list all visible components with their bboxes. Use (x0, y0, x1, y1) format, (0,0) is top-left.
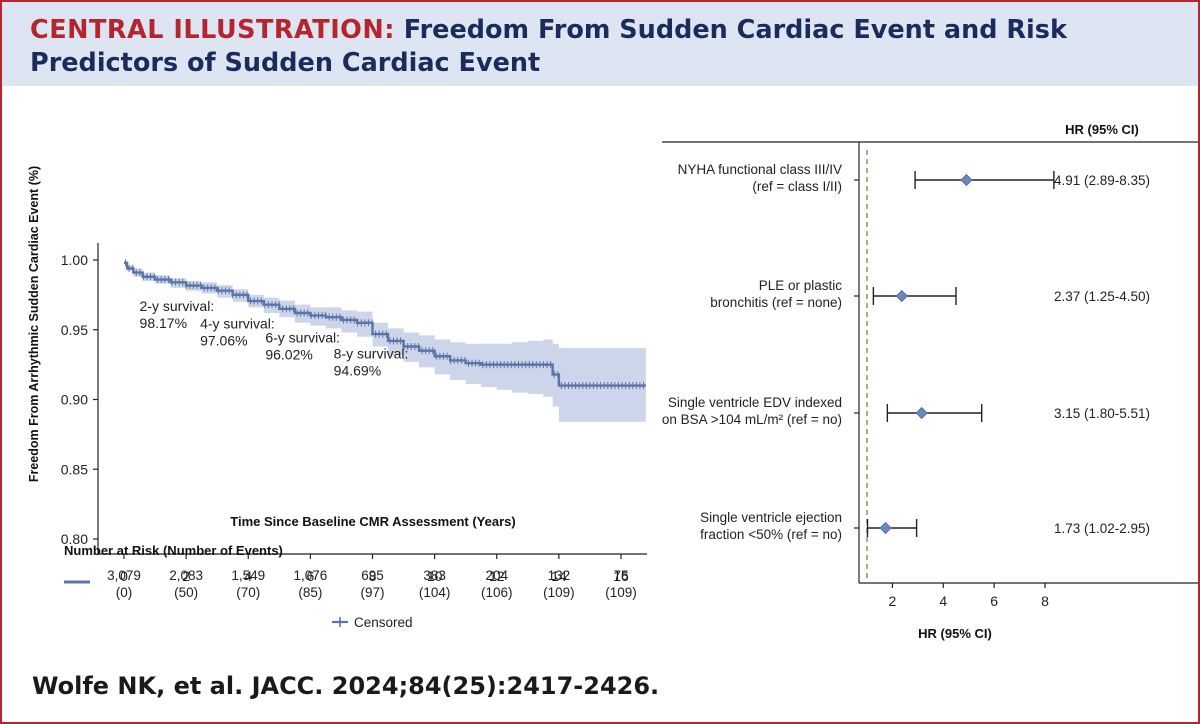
km-survival-line (124, 261, 646, 387)
km-x-tick-label: 2 (182, 568, 190, 584)
title-prefix: CENTRAL ILLUSTRATION: (30, 15, 395, 45)
km-y-tick-label: 0.80 (61, 531, 88, 547)
km-x-tick-label: 8 (369, 568, 377, 584)
km-survival-annotation: 6-y survival: (265, 329, 340, 345)
risk-events-value: (104) (419, 585, 451, 600)
km-x-tick-label: 14 (551, 568, 567, 584)
km-y-tick-label: 0.95 (61, 322, 88, 338)
km-y-axis-label: Freedom From Arrhythmic Sudden Cardiac E… (27, 166, 41, 482)
km-x-tick-label: 4 (244, 568, 252, 584)
figure-panel: 0.80 0.85 0.90 0.95 1.00 0 2 4 6 8 10 12 14 16 Time Si… (2, 86, 1198, 655)
km-x-tick-label: 16 (613, 568, 629, 584)
forest-row-label: Single ventricle ejection (700, 510, 842, 525)
title-text: Freedom From Sudden Cardiac Event and Ri… (30, 15, 1067, 78)
forest-x-axis-label: HR (95% CI) (918, 626, 992, 641)
forest-row-label-ref: on BSA >104 mL/m² (ref = no) (662, 412, 842, 427)
forest-column-header: HR (95% CI) (1065, 122, 1139, 137)
km-censor-marks (125, 259, 645, 390)
risk-at-risk-value: 1,076 (293, 568, 327, 583)
forest-hr-marker (915, 406, 928, 420)
risk-at-risk-value: 204 (485, 568, 508, 583)
forest-hr-marker (960, 173, 973, 187)
censored-legend-label: Censored (354, 615, 413, 630)
forest-hr-marker (895, 289, 908, 303)
forest-row-label-ref: bronchitis (ref = none) (710, 295, 842, 310)
risk-events-value: (109) (543, 585, 575, 600)
forest-hr-value: 2.37 (1.25-4.50) (1054, 289, 1150, 304)
risk-at-risk-value: 75 (613, 568, 628, 583)
km-y-tick-label: 0.90 (61, 392, 88, 408)
risk-at-risk-value: 132 (548, 568, 571, 583)
forest-row-label: PLE or plastic (759, 278, 843, 293)
risk-events-value: (50) (174, 585, 198, 600)
risk-at-risk-value: 2,083 (169, 568, 203, 583)
forest-x-tick-label: 8 (1041, 593, 1049, 609)
forest-hr-value: 4.91 (2.89-8.35) (1054, 173, 1150, 188)
forest-row-label: Single ventricle EDV indexed (668, 395, 842, 410)
forest-x-tick-label: 2 (889, 593, 897, 609)
km-survival-annotation-value: 94.69% (334, 362, 381, 378)
page-title: CENTRAL ILLUSTRATION: Freedom From Sudde… (30, 14, 1180, 80)
forest-plot: HR (95% CI) NYHA functional class III/IV (… (662, 122, 1198, 641)
km-x-tick-label: 10 (427, 568, 443, 584)
forest-row-label-ref: (ref = class I/II) (752, 179, 842, 194)
km-survival-annotation-value: 98.17% (140, 315, 187, 331)
forest-x-tick-label: 6 (990, 593, 998, 609)
km-survival-annotation-value: 96.02% (265, 346, 312, 362)
forest-hr-value: 1.73 (1.02-2.95) (1054, 521, 1150, 536)
forest-hr-marker (879, 521, 892, 535)
forest-row-label: NYHA functional class III/IV (678, 162, 842, 177)
header-band: CENTRAL ILLUSTRATION: Freedom From Sudde… (2, 2, 1198, 86)
km-x-tick-label: 12 (489, 568, 505, 584)
risk-at-risk-value: 695 (361, 568, 384, 583)
risk-events-value: (85) (298, 585, 322, 600)
forest-x-tick-label: 4 (939, 593, 947, 609)
risk-table-title: Number at Risk (Number of Events) (64, 543, 283, 558)
km-survival-annotation: 4-y survival: (200, 315, 275, 331)
citation: Wolfe NK, et al. JACC. 2024;84(25):2417-… (32, 672, 660, 700)
risk-events-value: (109) (605, 585, 637, 600)
forest-row-label-ref: fraction <50% (ref = no) (700, 527, 842, 542)
km-survival-annotation: 8-y survival: (334, 345, 409, 361)
risk-at-risk-value: 1,549 (231, 568, 265, 583)
km-y-tick-label: 1.00 (61, 252, 88, 268)
risk-at-risk-value: 3,079 (107, 568, 141, 583)
km-survival-annotation: 2-y survival: (140, 298, 215, 314)
risk-events-value: (106) (481, 585, 513, 600)
km-x-tick-label: 6 (306, 568, 314, 584)
risk-events-value: (70) (236, 585, 260, 600)
km-x-axis-label: Time Since Baseline CMR Assessment (Year… (230, 514, 515, 529)
km-chart: 0.80 0.85 0.90 0.95 1.00 0 2 4 6 8 10 12 14 16 Time Si… (27, 166, 647, 630)
km-y-tick-label: 0.85 (61, 461, 88, 477)
forest-hr-value: 3.15 (1.80-5.51) (1054, 406, 1150, 421)
km-survival-annotation-value: 97.06% (200, 332, 247, 348)
km-x-tick-label: 0 (120, 568, 128, 584)
risk-events-value: (97) (360, 585, 384, 600)
risk-at-risk-value: 383 (423, 568, 446, 583)
risk-events-value: (0) (116, 585, 133, 600)
